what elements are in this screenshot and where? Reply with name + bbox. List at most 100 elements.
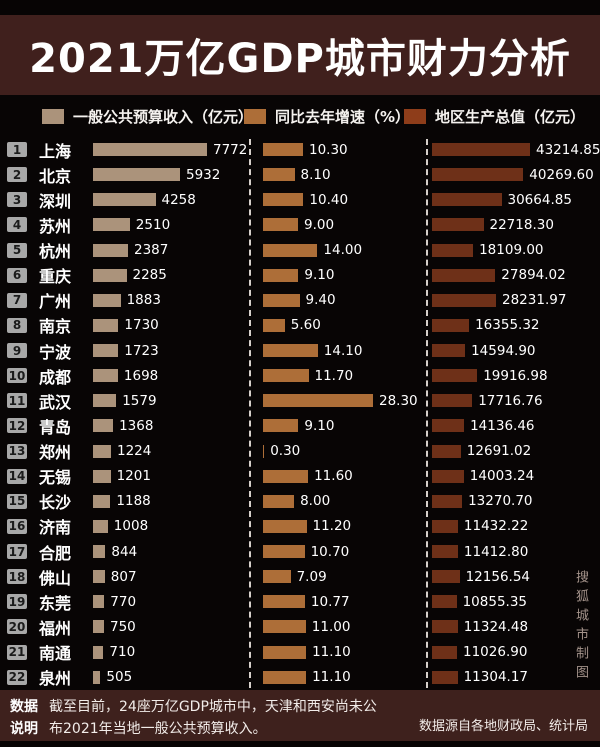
bar [263,469,309,483]
value-label: 1368 [119,417,154,434]
bar [263,344,318,358]
bottom-border [0,741,600,747]
rank-badge: 2 [7,167,27,183]
budget-swatch-icon [42,108,64,124]
value-label: 8.00 [300,493,331,510]
value-label: 9.10 [304,417,335,434]
bar-cell: 11.00 [263,614,427,639]
table-row: 18 佛山 807 7.09 12156.54 [0,564,600,589]
city-label: 宁波 [39,342,72,362]
bar [432,168,524,182]
bar-cell: 1730 [93,313,250,338]
bar [263,444,265,458]
value-label: 14.00 [323,242,363,259]
value-label: 0.30 [270,443,301,460]
bar-cell: 7.09 [263,564,427,589]
bar-cell: 1723 [93,338,250,363]
city-label: 合肥 [39,543,72,563]
bar-cell: 5932 [93,162,250,187]
bar-cell: 11.10 [263,665,427,690]
bar [263,620,306,634]
bar-cell: 807 [93,564,250,589]
value-label: 807 [110,568,137,585]
rank-badge: 3 [7,192,27,208]
bar-cell: 11.20 [263,514,427,539]
bar-cell: 14003.24 [432,464,600,489]
bar-cell: 14594.90 [432,338,600,363]
city-label: 郑州 [39,443,72,463]
bar-cell: 17716.76 [432,388,600,413]
value-label: 12691.02 [466,443,532,460]
bar [432,670,458,684]
bar [263,494,295,508]
bar [93,268,127,282]
bar [432,444,461,458]
rank-badge: 17 [7,544,27,560]
bar-cell: 9.40 [263,288,427,313]
rank-badge: 7 [7,292,27,308]
legend-label: 地区生产总值（亿元） [435,107,586,126]
bar [263,394,373,408]
city-label: 北京 [39,166,72,186]
value-label: 505 [106,669,133,686]
value-label: 19916.98 [483,367,548,384]
bar-cell: 10.77 [263,589,427,614]
value-label: 30664.85 [507,191,572,208]
bar-cell: 11.60 [263,464,427,489]
value-label: 770 [110,593,137,610]
city-label: 成都 [39,367,72,387]
bar [432,218,484,232]
city-label: 上海 [39,141,72,161]
bar [263,519,307,533]
bar-cell: 1883 [93,288,250,313]
value-label: 17716.76 [478,392,543,409]
value-label: 13270.70 [468,493,533,510]
city-label: 泉州 [39,669,72,689]
bar [93,595,105,609]
page-title: 2021万亿GDP城市财力分析 [29,36,571,82]
bar-cell: 19916.98 [432,363,600,388]
rank-badge: 6 [7,267,27,283]
value-label: 22718.30 [489,216,554,233]
bar-cell: 13270.70 [432,489,600,514]
bar-cell: 750 [93,614,250,639]
bar [263,168,295,182]
value-label: 14136.46 [470,417,535,434]
column-separator [249,139,251,688]
value-label: 28231.97 [502,292,567,309]
value-label: 1224 [117,443,152,460]
table-row: 16 济南 1008 11.20 11432.22 [0,514,600,539]
city-label: 苏州 [39,216,72,236]
footer-note-line: 截至目前，24座万亿GDP城市中，天津和西安尚未公 [49,699,377,715]
bar-cell: 18109.00 [432,238,600,263]
rank-badge: 19 [7,594,27,610]
value-label: 11324.48 [463,618,529,635]
footer-note-text: 截至目前，24座万亿GDP城市中，天津和西安尚未公 布2021年当地一般公共预算… [49,696,377,740]
value-label: 11304.17 [463,669,529,686]
bar [93,243,128,257]
rank-badge: 16 [7,518,27,534]
bar [263,143,303,157]
city-label: 重庆 [39,267,72,287]
column-separator [426,139,428,688]
city-label: 武汉 [39,392,72,412]
bar [93,143,207,157]
bar [263,670,307,684]
bar-cell: 16355.32 [432,313,600,338]
bar-cell: 10.30 [263,137,427,162]
rank-badge: 1 [7,142,27,158]
bar-cell: 8.10 [263,162,427,187]
value-label: 2510 [135,216,171,233]
city-label: 南通 [39,644,72,664]
value-label: 9.10 [304,267,335,284]
bar-cell: 10.40 [263,187,427,212]
value-label: 14003.24 [469,468,535,485]
city-label: 佛山 [39,568,72,588]
bar [432,143,530,157]
table-row: 9 宁波 1723 14.10 14594.90 [0,338,600,363]
legend-label: 同比去年增速（%） [275,107,411,126]
bar-cell: 22718.30 [432,212,600,237]
value-label: 844 [111,543,138,560]
bar [432,344,466,358]
data-source-credit: 数据源自各地财政局、统计局 [418,719,588,734]
